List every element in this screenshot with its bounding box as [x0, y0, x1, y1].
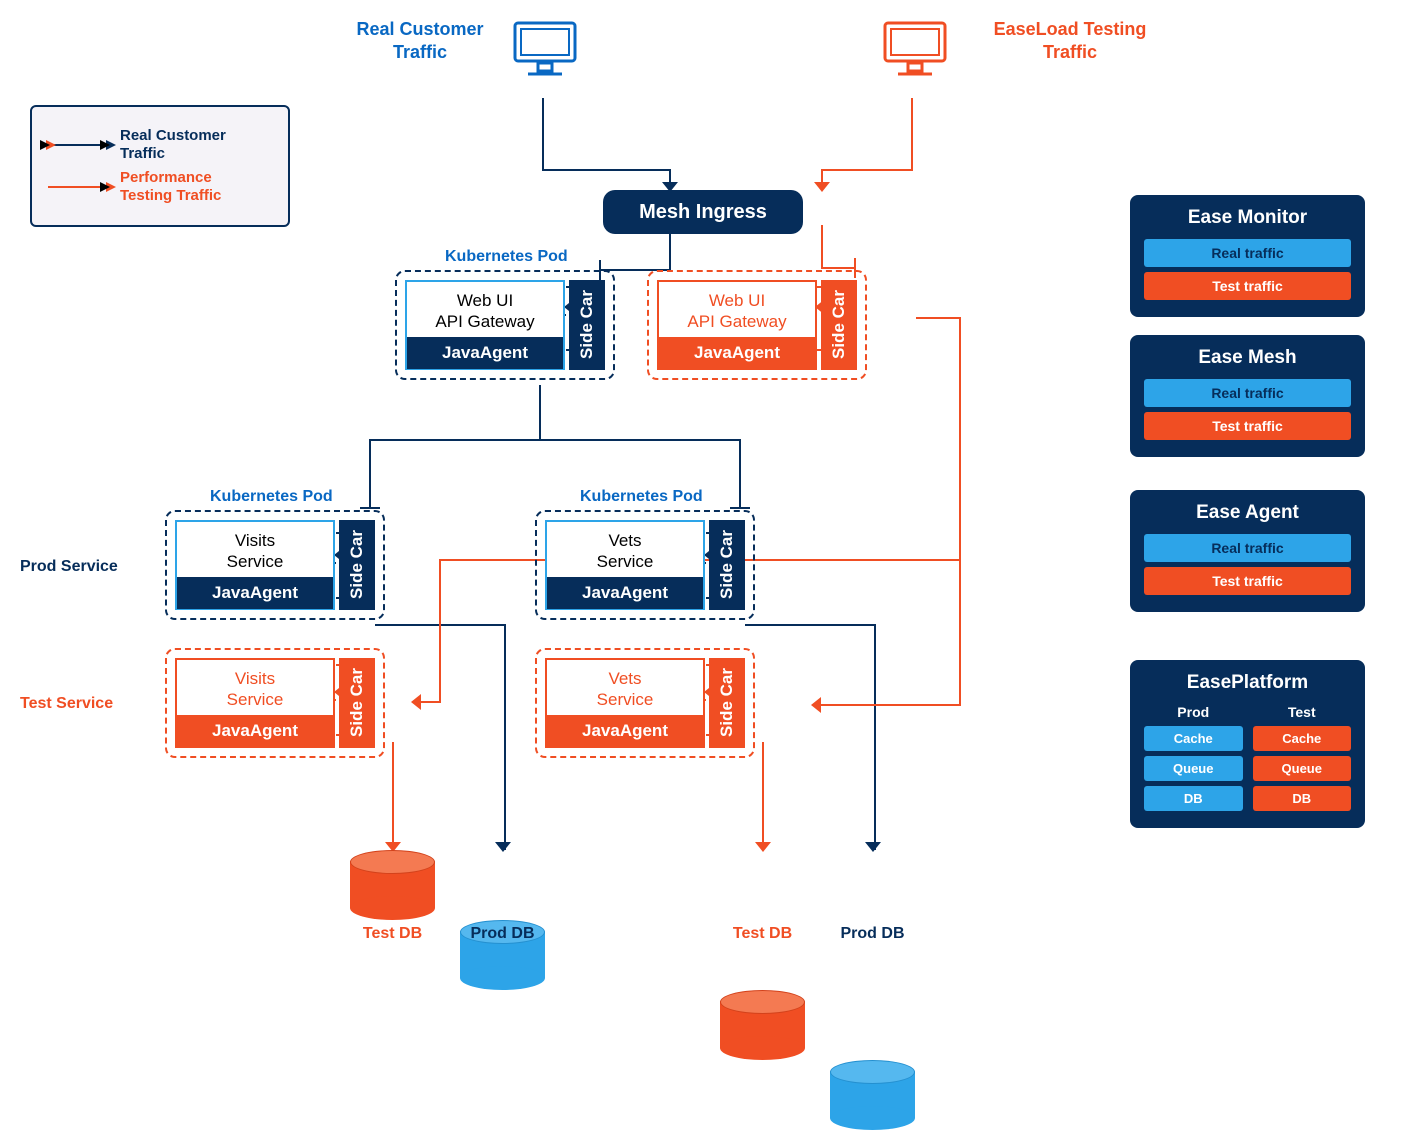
mesh-ingress-node: Mesh Ingress [603, 190, 803, 234]
service-text: VisitsService [177, 660, 333, 715]
service-box-top-test: Web UIAPI Gateway JavaAgent [657, 280, 817, 370]
panel-test-traffic: Test traffic [1144, 567, 1351, 595]
panel-title: Ease Monitor [1144, 207, 1351, 229]
sidecar-label: Side Car [339, 658, 375, 748]
db-left-test [350, 850, 435, 920]
javaagent-label: JavaAgent [177, 715, 333, 747]
service-box: VetsService JavaAgent [545, 520, 705, 610]
test-traffic-label: EaseLoad TestingTraffic [960, 18, 1180, 63]
platform-item: Queue [1253, 756, 1352, 781]
pod-label-mid-right: Kubernetes Pod [580, 488, 703, 506]
db-left-prod-label: Prod DB [460, 925, 545, 943]
sidecar-label: Side Car [339, 520, 375, 610]
prod-service-label: Prod Service [20, 558, 118, 576]
panel-real-traffic: Real traffic [1144, 379, 1351, 407]
pod-low-left-test: VisitsService JavaAgent Side Car [165, 648, 385, 758]
panel-title: EasePlatform [1144, 672, 1351, 694]
col-header: Prod [1144, 704, 1243, 720]
service-box: VetsService JavaAgent [545, 658, 705, 748]
panel-ease-agent: Ease Agent Real traffic Test traffic [1130, 490, 1365, 612]
panel-title: Ease Mesh [1144, 347, 1351, 369]
panel-test-traffic: Test traffic [1144, 272, 1351, 300]
javaagent-label: JavaAgent [547, 715, 703, 747]
pod-mid-right-prod: VetsService JavaAgent Side Car [535, 510, 755, 620]
service-text: VetsService [547, 660, 703, 715]
javaagent-label: JavaAgent [177, 577, 333, 609]
service-box: VisitsService JavaAgent [175, 520, 335, 610]
panel-test-traffic: Test traffic [1144, 412, 1351, 440]
real-traffic-label: Real CustomerTraffic [330, 18, 510, 63]
db-left-test-label: Test DB [350, 925, 435, 943]
javaagent-label: JavaAgent [659, 337, 815, 369]
service-box-top-prod: Web UIAPI Gateway JavaAgent [405, 280, 565, 370]
sidecar-label: Side Car [709, 658, 745, 748]
test-service-label: Test Service [20, 695, 113, 713]
platform-item: Queue [1144, 756, 1243, 781]
panel-real-traffic: Real traffic [1144, 239, 1351, 267]
db-right-prod [830, 1060, 915, 1130]
pod-mid-left-prod: VisitsService JavaAgent Side Car [165, 510, 385, 620]
platform-item: DB [1253, 786, 1352, 811]
service-text: VetsService [547, 522, 703, 577]
db-right-prod-label: Prod DB [830, 925, 915, 943]
platform-item: Cache [1144, 726, 1243, 751]
panel-ease-monitor: Ease Monitor Real traffic Test traffic [1130, 195, 1365, 317]
sidecar-label: Side Car [821, 280, 857, 370]
real-traffic-monitor-icon [510, 18, 580, 78]
db-right-test [720, 990, 805, 1060]
pod-label-top-prod: Kubernetes Pod [445, 248, 568, 266]
panel-title: Ease Agent [1144, 502, 1351, 524]
panel-ease-platform: EasePlatform Prod Cache Queue DB Test Ca… [1130, 660, 1365, 828]
pod-low-right-test: VetsService JavaAgent Side Car [535, 648, 755, 758]
pod-top-test: Web UIAPI Gateway JavaAgent Side Car [647, 270, 867, 380]
col-header: Test [1253, 704, 1352, 720]
legend-item-test: PerformanceTesting Traffic [48, 169, 272, 205]
legend-box: Real CustomerTraffic PerformanceTesting … [30, 105, 290, 227]
service-text: VisitsService [177, 522, 333, 577]
platform-test-col: Test Cache Queue DB [1253, 704, 1352, 816]
sidecar-label: Side Car [709, 520, 745, 610]
javaagent-label: JavaAgent [547, 577, 703, 609]
pod-top-prod: Web UIAPI Gateway JavaAgent Side Car [395, 270, 615, 380]
sidecar-label: Side Car [569, 280, 605, 370]
mesh-ingress-label: Mesh Ingress [639, 201, 767, 224]
panel-ease-mesh: Ease Mesh Real traffic Test traffic [1130, 335, 1365, 457]
db-right-test-label: Test DB [720, 925, 805, 943]
javaagent-label: JavaAgent [407, 337, 563, 369]
platform-prod-col: Prod Cache Queue DB [1144, 704, 1243, 816]
pod-label-mid-left: Kubernetes Pod [210, 488, 333, 506]
legend-item-real: Real CustomerTraffic [48, 127, 272, 163]
service-text: Web UIAPI Gateway [659, 282, 815, 337]
panel-real-traffic: Real traffic [1144, 534, 1351, 562]
test-traffic-monitor-icon [880, 18, 950, 78]
platform-item: DB [1144, 786, 1243, 811]
service-text: Web UIAPI Gateway [407, 282, 563, 337]
diagram-canvas: Real CustomerTraffic EaseLoad TestingTra… [0, 0, 1420, 977]
platform-item: Cache [1253, 726, 1352, 751]
service-box: VisitsService JavaAgent [175, 658, 335, 748]
